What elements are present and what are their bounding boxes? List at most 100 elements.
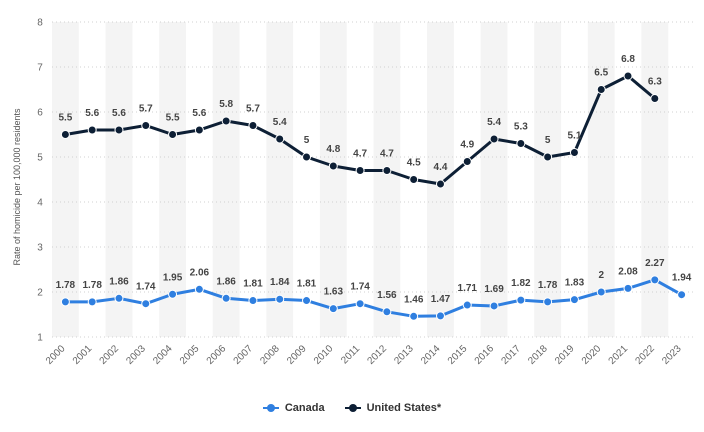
y-tick-label-4: 4 (37, 198, 43, 209)
data-label-canada-2011: 1.74 (350, 282, 370, 293)
point-united-states-2001 (87, 125, 97, 135)
point-canada-2000 (60, 297, 70, 307)
column-band-2014 (427, 22, 454, 337)
x-tick-label-2007: 2007 (232, 343, 256, 367)
x-tick-label-2019: 2019 (553, 343, 577, 367)
data-label-united-states-2009: 5 (304, 135, 310, 146)
legend: Canada United States* (0, 402, 704, 414)
data-label-canada-2017: 1.82 (511, 278, 531, 289)
data-label-united-states-2018: 5 (545, 135, 551, 146)
point-united-states-2002 (114, 125, 124, 135)
point-canada-2003 (141, 299, 151, 309)
data-label-canada-2001: 1.78 (82, 280, 102, 291)
data-label-united-states-2008: 5.4 (273, 117, 287, 128)
data-label-canada-2015: 1.71 (458, 283, 478, 294)
x-tick-label-2020: 2020 (580, 343, 604, 367)
column-band-2002 (105, 22, 133, 337)
x-tick-label-2015: 2015 (446, 343, 470, 367)
point-united-states-2014 (435, 179, 445, 189)
y-tick-label-1: 1 (37, 333, 43, 344)
x-tick-label-2005: 2005 (178, 343, 202, 367)
point-united-states-2011 (355, 166, 365, 175)
point-united-states-2003 (141, 121, 151, 130)
point-united-states-2012 (382, 166, 392, 175)
point-united-states-2020 (596, 85, 606, 94)
x-tick-label-2004: 2004 (151, 343, 175, 367)
data-label-united-states-2011: 4.7 (353, 149, 367, 160)
legend-swatch-canada (262, 403, 279, 413)
data-label-united-states-2003: 5.7 (139, 104, 153, 115)
x-tick-label-2013: 2013 (392, 343, 416, 367)
y-tick-label-8: 8 (37, 18, 43, 29)
x-tick-label-2006: 2006 (205, 343, 229, 367)
data-label-united-states-2022: 6.3 (648, 77, 662, 88)
point-united-states-2007 (248, 121, 258, 130)
data-label-canada-2016: 1.69 (484, 284, 504, 295)
legend-item-canada[interactable]: Canada (262, 402, 325, 414)
legend-label-united-states: United States* (366, 402, 442, 414)
x-tick-label-2011: 2011 (339, 343, 362, 366)
x-tick-label-2010: 2010 (312, 343, 336, 367)
column-band-2020 (587, 22, 615, 337)
point-united-states-2015 (462, 157, 472, 166)
data-label-united-states-2000: 5.5 (58, 113, 72, 124)
point-canada-2019 (569, 295, 579, 305)
point-united-states-2009 (302, 152, 312, 162)
data-label-canada-2003: 1.74 (136, 282, 156, 293)
point-canada-2018 (543, 297, 553, 307)
y-axis-ticks: 1 2 3 4 5 6 7 8 (37, 18, 43, 344)
point-united-states-2008 (275, 134, 285, 144)
point-canada-2006 (221, 293, 231, 303)
point-canada-2007 (248, 296, 258, 306)
column-band-2022 (641, 22, 669, 337)
point-united-states-2017 (516, 139, 526, 148)
data-label-united-states-2012: 4.7 (380, 149, 394, 160)
data-label-canada-2005: 2.06 (190, 267, 210, 278)
data-label-canada-2008: 1.84 (270, 277, 290, 288)
x-tick-label-2008: 2008 (258, 343, 282, 367)
data-label-united-states-2007: 5.7 (246, 104, 260, 115)
x-tick-label-2018: 2018 (526, 343, 550, 367)
point-united-states-2000 (60, 130, 70, 139)
data-label-united-states-2014: 4.4 (434, 162, 448, 173)
point-canada-2012 (382, 307, 392, 317)
point-united-states-2016 (489, 134, 499, 144)
legend-label-canada: Canada (284, 402, 325, 414)
data-label-united-states-2016: 5.4 (487, 117, 501, 128)
point-canada-2013 (409, 311, 419, 321)
point-united-states-2019 (569, 148, 579, 157)
point-canada-2011 (355, 299, 365, 309)
data-label-canada-2007: 1.81 (243, 279, 263, 290)
point-canada-2002 (114, 293, 124, 303)
legend-swatch-united-states (344, 403, 361, 413)
legend-item-united-states[interactable]: United States* (344, 402, 442, 414)
point-united-states-2006 (221, 116, 231, 126)
x-tick-label-2001: 2001 (71, 343, 95, 367)
y-tick-label-2: 2 (37, 288, 43, 299)
data-label-canada-2000: 1.78 (56, 280, 76, 291)
data-label-canada-2022: 2.27 (645, 258, 665, 269)
x-tick-label-2012: 2012 (366, 343, 390, 367)
data-label-canada-2023: 1.94 (672, 273, 692, 284)
legend-dot-canada (266, 404, 275, 412)
y-tick-label-7: 7 (37, 63, 43, 74)
data-label-united-states-2001: 5.6 (85, 108, 99, 119)
x-tick-label-2023: 2023 (660, 343, 684, 367)
point-canada-2008 (275, 294, 285, 304)
x-tick-label-2022: 2022 (633, 343, 657, 367)
data-label-canada-2002: 1.86 (109, 276, 129, 287)
y-tick-label-3: 3 (37, 243, 43, 254)
data-label-canada-2013: 1.46 (404, 294, 424, 305)
x-tick-label-2002: 2002 (98, 343, 122, 367)
data-label-united-states-2015: 4.9 (460, 140, 474, 151)
data-label-united-states-2002: 5.6 (112, 108, 126, 119)
point-canada-2005 (194, 284, 204, 294)
point-canada-2001 (87, 297, 97, 307)
data-label-united-states-2017: 5.3 (514, 122, 528, 133)
point-united-states-2004 (168, 130, 178, 139)
column-band-2006 (212, 22, 240, 337)
data-label-united-states-2010: 4.8 (326, 144, 340, 155)
column-band-2016 (480, 22, 508, 337)
x-tick-label-2021: 2021 (607, 343, 631, 367)
